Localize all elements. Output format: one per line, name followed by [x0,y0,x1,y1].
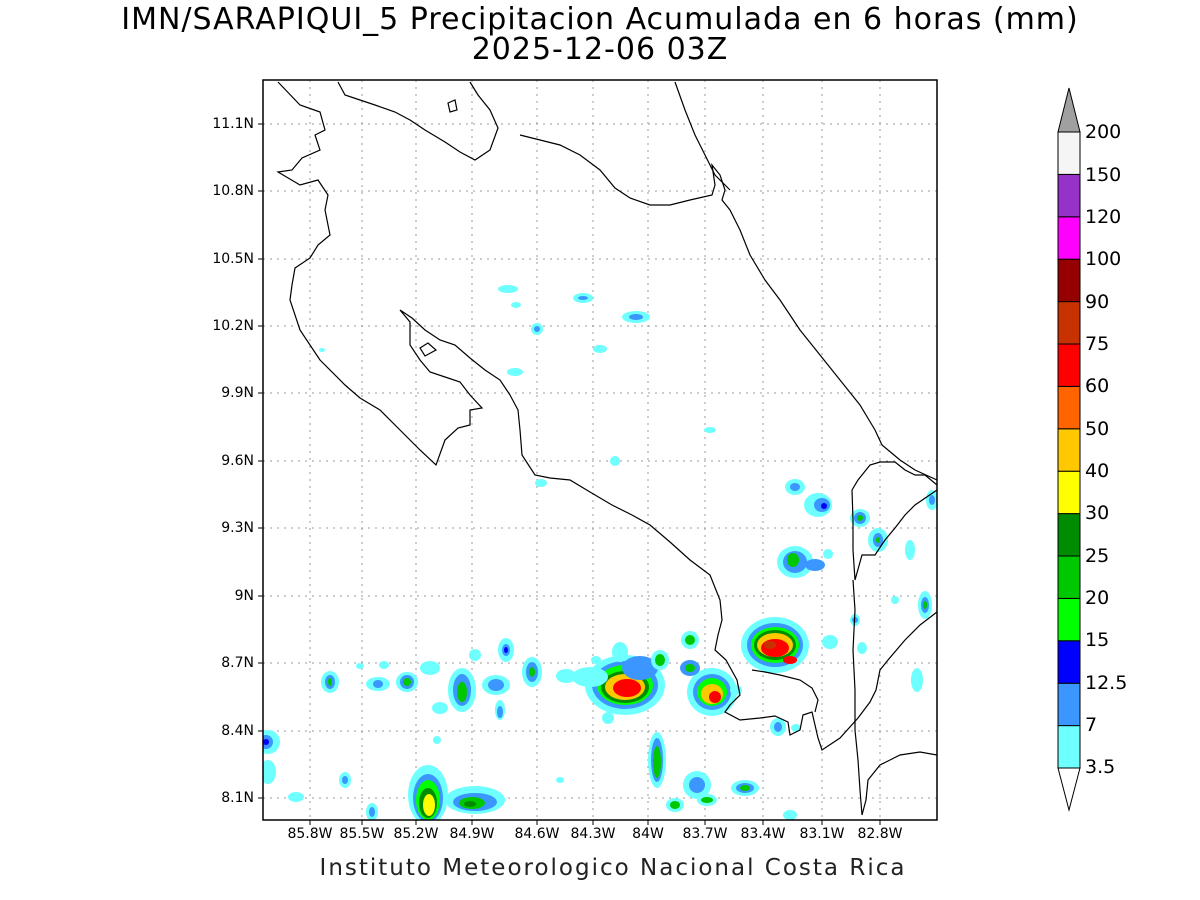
colorbar-label: 200 [1085,121,1122,143]
colorbar [1057,87,1081,812]
colorbar-label: 120 [1085,206,1122,228]
coastlines [276,81,937,816]
map-subtitle-date: 2025-12-06 03Z [471,32,729,67]
colorbar-label: 40 [1085,460,1110,482]
map-frame [262,79,938,821]
map-title: IMN/SARAPIQUI_5 Precipitacion Acumulada … [121,2,1079,37]
lon-label: 85.8W [287,826,333,842]
lat-label: 10.5N [212,251,254,267]
colorbar-label: 75 [1085,333,1110,355]
colorbar-over-arrow [1057,87,1081,133]
colorbar-swatch [1057,513,1081,557]
axis-ticks [258,123,881,825]
graticule [263,80,937,820]
colorbar-swatch [1057,725,1081,769]
footer-credit: Instituto Meteorologico Nacional Costa R… [319,855,907,881]
lon-label: 82.8W [857,826,903,842]
lon-label: 84.6W [514,826,560,842]
colorbar-label: 15 [1085,629,1110,651]
colorbar-swatch [1057,555,1081,599]
colorbar-label: 7 [1085,714,1098,736]
colorbar-label: 100 [1085,248,1122,270]
lat-label: 8.4N [221,723,254,739]
colorbar-swatch [1057,640,1081,684]
colorbar-swatch [1057,258,1081,303]
colorbar-swatch [1057,470,1081,515]
lat-label: 9.9N [221,385,254,401]
colorbar-swatch [1057,131,1081,175]
lat-label: 9N [234,588,254,604]
lat-label: 10.2N [212,318,254,334]
lon-label: 83.4W [740,826,786,842]
colorbar-label: 30 [1085,502,1110,524]
colorbar-label: 25 [1085,545,1110,567]
colorbar-swatch [1057,428,1081,472]
lon-label: 85.2W [393,826,439,842]
lon-label: 83.1W [799,826,845,842]
precipitation-field [263,285,937,820]
lat-label: 8.1N [221,790,254,806]
colorbar-swatch [1057,216,1081,260]
lon-label: 85.5W [339,826,385,842]
lat-label: 8.7N [221,655,254,671]
lon-label: 84W [632,826,664,842]
colorbar-label: 3.5 [1085,756,1116,778]
lat-label: 9.6N [221,453,254,469]
lat-label: 9.3N [221,520,254,536]
colorbar-label: 150 [1085,164,1122,186]
colorbar-label: 60 [1085,375,1110,397]
lon-label: 83.7W [682,826,728,842]
lat-label: 10.8N [212,183,254,199]
colorbar-swatch [1057,682,1081,727]
lon-label: 84.3W [570,826,616,842]
colorbar-swatch [1057,385,1081,430]
colorbar-swatch [1057,301,1081,345]
colorbar-swatch [1057,597,1081,642]
colorbar-label: 90 [1085,291,1110,313]
colorbar-swatch [1057,343,1081,387]
lon-label: 84.9W [449,826,495,842]
colorbar-label: 20 [1085,587,1110,609]
colorbar-swatch [1057,173,1081,218]
lat-label: 11.1N [212,116,254,132]
colorbar-label: 50 [1085,418,1110,440]
colorbar-label: 12.5 [1085,672,1128,694]
colorbar-under-arrow [1057,767,1081,812]
